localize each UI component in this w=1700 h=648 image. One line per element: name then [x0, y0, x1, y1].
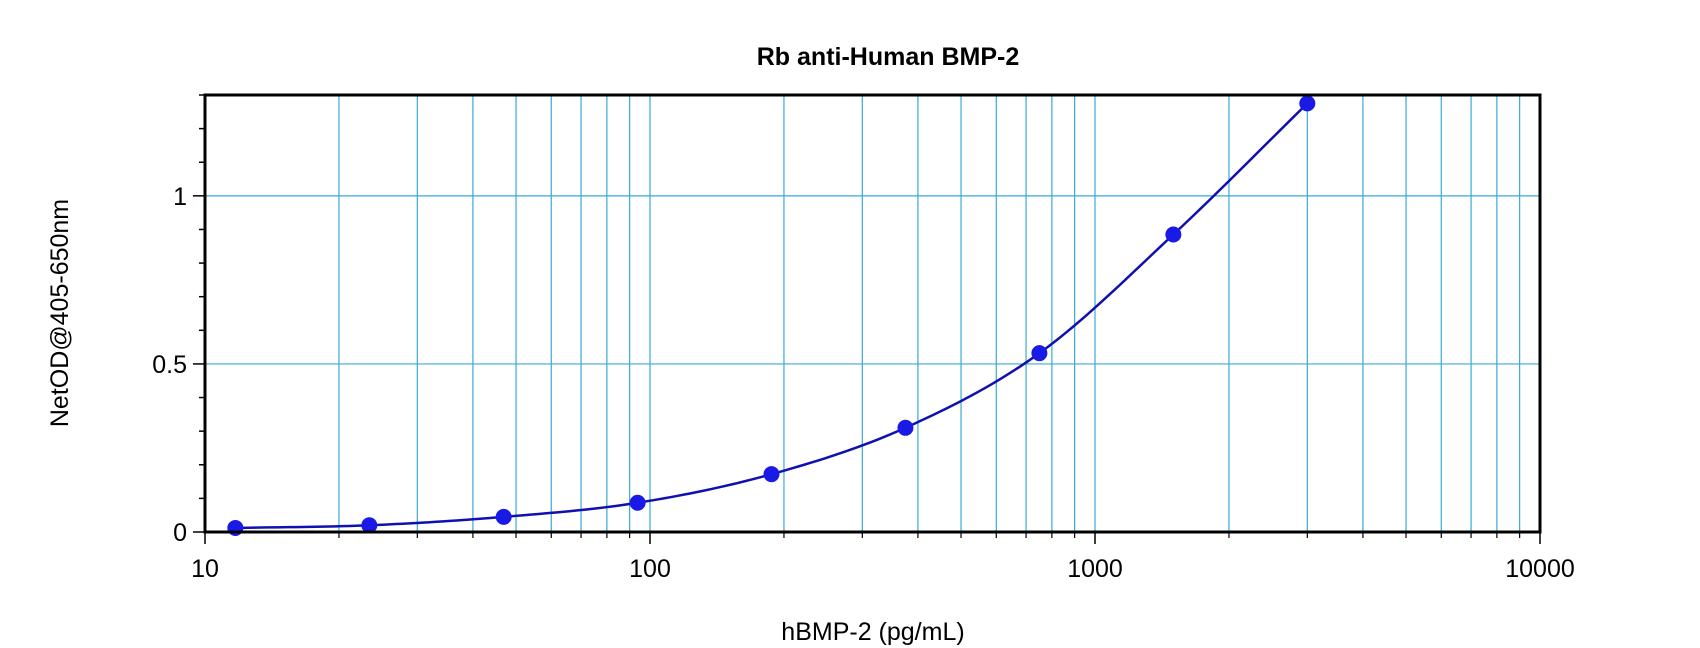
data-point: [763, 466, 780, 483]
axis-ticks: [193, 94, 1541, 544]
x-tick-label: 100: [629, 555, 671, 583]
data-point: [897, 419, 914, 436]
data-point: [1165, 226, 1182, 243]
x-tick-label: 10000: [1505, 555, 1575, 583]
data-point: [1299, 95, 1316, 112]
data-point: [227, 519, 244, 536]
fit-curve: [235, 102, 1309, 530]
chart-title: Rb anti-Human BMP-2: [757, 43, 1020, 71]
y-tick-label: 1: [173, 183, 187, 211]
y-tick-label: 0: [173, 519, 187, 547]
x-axis-label: hBMP-2 (pg/mL): [781, 618, 964, 646]
tick-labels: 10 100 1000 10000 0 0.5 1: [152, 183, 1575, 583]
data-point: [629, 494, 646, 511]
data-point: [495, 508, 512, 525]
y-axis-label: NetOD@405-650nm: [46, 199, 74, 427]
data-point: [1031, 345, 1048, 362]
data-points: [227, 95, 1316, 536]
plot-frame: [203, 93, 1542, 534]
x-tick-label: 10: [191, 555, 219, 583]
data-point: [361, 517, 378, 534]
grid-lines: [205, 95, 1540, 532]
y-tick-label: 0.5: [152, 351, 187, 379]
x-tick-label: 1000: [1067, 555, 1123, 583]
